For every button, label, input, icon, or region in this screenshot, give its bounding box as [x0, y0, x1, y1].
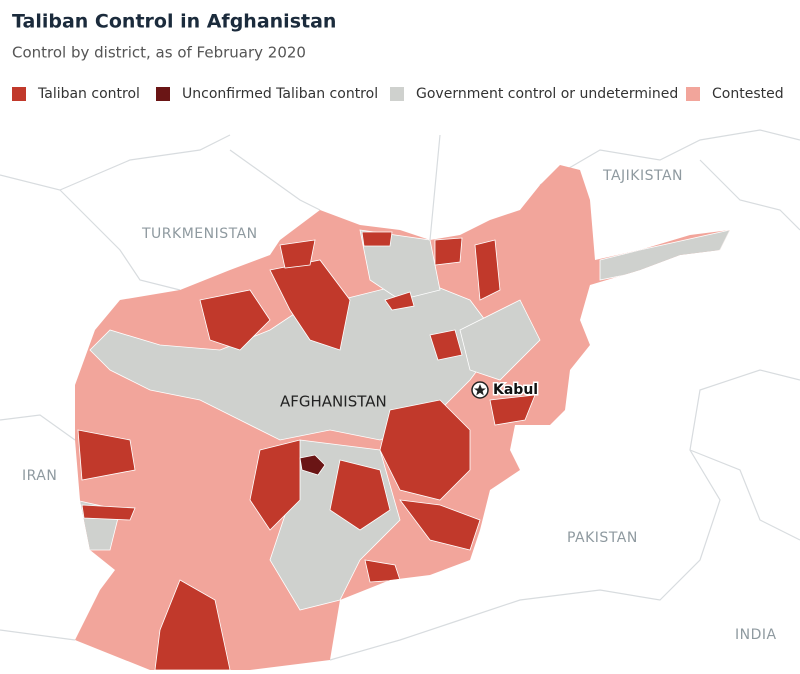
legend-label: Government control or undetermined	[416, 86, 678, 102]
district	[459, 299, 541, 381]
neighbor-borders	[0, 129, 800, 661]
legend-swatch	[156, 87, 170, 101]
country-label: TAJIKISTAN	[602, 168, 683, 184]
country-label: AFGHANISTAN	[280, 393, 387, 411]
district	[474, 239, 501, 301]
country-label: PAKISTAN	[567, 530, 638, 546]
district	[154, 579, 231, 670]
city-label: Kabul	[493, 382, 538, 398]
subtitle: Control by district, as of February 2020	[12, 44, 306, 62]
district	[81, 504, 136, 521]
legend-label: Contested	[712, 86, 784, 102]
district	[77, 429, 136, 481]
legend-label: Unconfirmed Taliban control	[182, 86, 378, 102]
district	[361, 231, 393, 247]
district	[199, 289, 271, 351]
legend: Taliban control Unconfirmed Taliban cont…	[12, 86, 784, 102]
legend-label: Taliban control	[37, 86, 140, 102]
district	[489, 394, 536, 426]
district	[279, 239, 316, 269]
district	[359, 229, 441, 301]
district	[379, 399, 471, 501]
district	[269, 259, 351, 351]
legend-swatch	[390, 87, 404, 101]
district	[249, 439, 301, 531]
district	[599, 229, 730, 281]
district	[429, 329, 463, 361]
country-label: TURKMENISTAN	[141, 226, 258, 242]
capital-star	[474, 384, 486, 396]
district	[399, 499, 481, 551]
map-labels: TURKMENISTAN TAJIKISTAN IRAN PAKISTAN IN…	[22, 168, 777, 643]
title: Taliban Control in Afghanistan	[12, 11, 336, 33]
country-label: IRAN	[22, 468, 57, 484]
district	[329, 459, 391, 531]
legend-swatch	[12, 87, 26, 101]
legend-swatch	[686, 87, 700, 101]
district	[384, 291, 415, 311]
district	[434, 237, 463, 266]
country-label: INDIA	[735, 627, 777, 643]
district	[299, 454, 326, 476]
